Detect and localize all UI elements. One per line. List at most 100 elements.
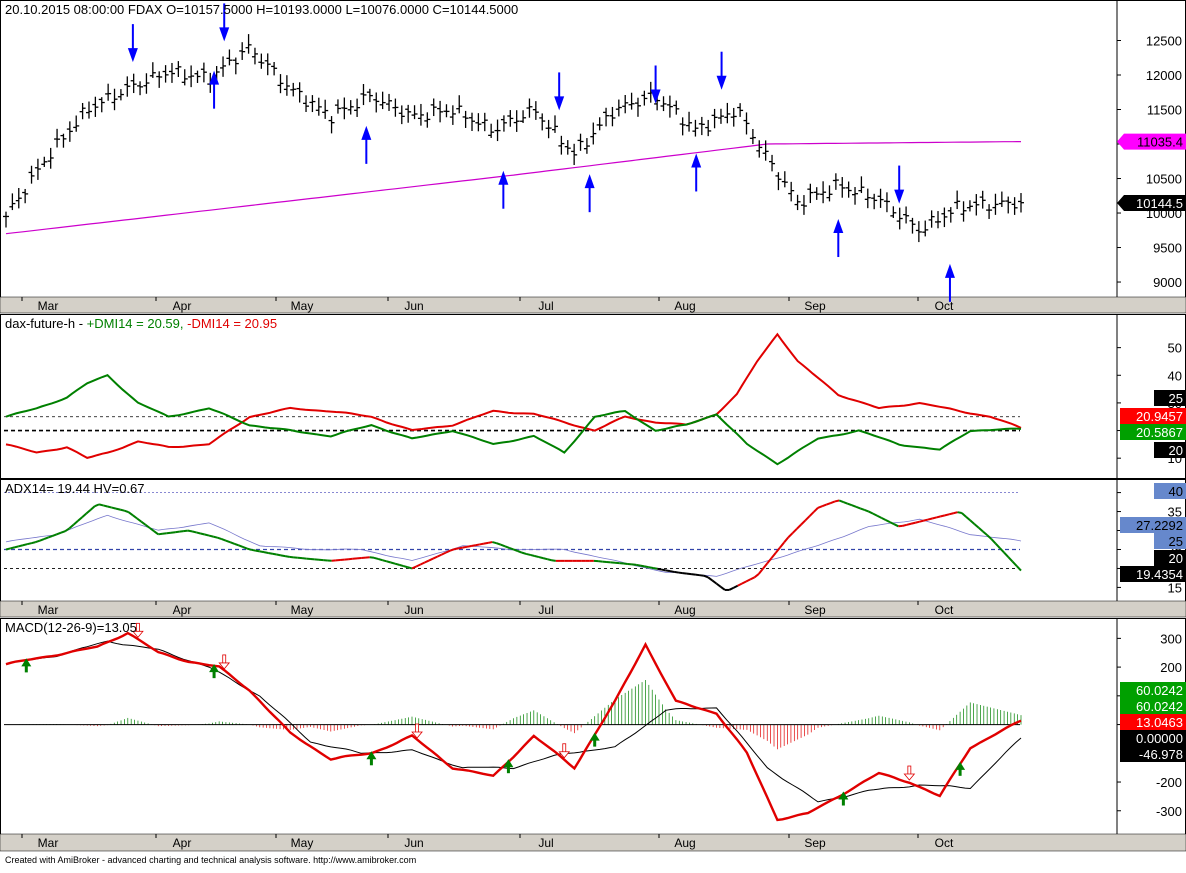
month-label-jul: Jul [538, 836, 553, 850]
last-value-label: 20.5867 [1120, 424, 1186, 440]
adx-line-segment [27, 543, 31, 544]
adx-line-segment [408, 567, 412, 568]
last-value-label: 20.9457 [1120, 408, 1186, 424]
adx-line-segment [928, 519, 932, 520]
adx-line-segment [120, 510, 124, 511]
adx-line-segment [454, 548, 458, 549]
adx-line-segment [370, 557, 374, 558]
adx-line-segment [171, 532, 175, 533]
adx-line-segment [217, 538, 221, 539]
adx-line-segment [459, 548, 463, 549]
adx-line-segment [378, 559, 382, 560]
month-label-sep: Sep [804, 836, 826, 850]
adx-line-segment [108, 506, 112, 507]
adx-line-segment [251, 550, 255, 551]
adx-line-segment [657, 569, 661, 570]
last-value-label: 13.0463 [1120, 714, 1186, 730]
month-label-mar: Mar [38, 603, 59, 617]
y-tick-label: 9500 [1153, 241, 1182, 256]
month-label-aug: Aug [674, 836, 695, 850]
adx-line-segment [387, 561, 391, 562]
month-label-mar: Mar [38, 836, 59, 850]
last-value-label: 25 [1154, 533, 1186, 549]
adx-line-segment [903, 525, 907, 526]
y-tick-label: 300 [1160, 631, 1182, 646]
adx-line-segment [915, 522, 919, 523]
adx-line-segment [124, 511, 128, 512]
adx-line-segment [695, 575, 699, 576]
last-value-label: 40 [1154, 483, 1186, 499]
adx-line-segment [475, 544, 479, 545]
adx-line-segment [175, 532, 179, 533]
adx-line-segment [543, 558, 547, 559]
adx-line-segment [653, 568, 657, 569]
adx-line-segment [272, 554, 276, 555]
adx-line-segment [953, 512, 957, 513]
adx-line-segment [213, 537, 217, 538]
adx-line-segment [835, 500, 839, 501]
adx-line-segment [666, 570, 670, 571]
y-tick-label: 12500 [1146, 34, 1182, 49]
adx-line-segment [31, 542, 35, 543]
adx-line-segment [281, 555, 285, 556]
month-label-oct: Oct [935, 836, 954, 850]
month-label-apr: Apr [173, 603, 192, 617]
adx-line-segment [932, 517, 936, 518]
dmi-pane-title: dax-future-h - +DMI14 = 20.59, -DMI14 = … [5, 316, 277, 331]
last-value-label: 11035.4 [1117, 134, 1186, 150]
adx-line-segment [192, 531, 196, 532]
adx-line-segment [450, 549, 454, 551]
adx-line-segment [112, 508, 116, 509]
adx-line-segment [162, 533, 166, 534]
adx-line-segment [920, 521, 924, 522]
last-value-label: 20 [1154, 442, 1186, 458]
label-text: 19.4354 [1136, 567, 1183, 582]
adx-line-segment [700, 575, 704, 576]
last-value-label: 20 [1154, 550, 1186, 566]
adx-line-segment [640, 566, 644, 567]
y-tick-label: -300 [1156, 804, 1182, 819]
adx-line-segment [467, 546, 471, 547]
adx-line-segment [683, 573, 687, 574]
last-value-label: 60.0242 [1120, 698, 1186, 714]
adx-line-segment [256, 551, 260, 552]
last-value-label: 25 [1154, 390, 1186, 406]
label-text: 60.0242 [1136, 699, 1183, 714]
adx-line-segment [196, 532, 200, 533]
adx-pane-title: ADX14= 19.44 HV=0.67 [5, 481, 145, 496]
pane-frame-3 [1, 480, 1186, 602]
adx-line-segment [691, 574, 695, 575]
y-tick-label: 9000 [1153, 275, 1182, 290]
adx-line-segment [945, 514, 949, 515]
label-text: 10144.5 [1136, 196, 1183, 211]
adx-line-segment [552, 560, 556, 561]
adx-line-segment [188, 531, 192, 532]
adx-line-segment [382, 560, 386, 561]
y-tick-label: 50 [1168, 341, 1182, 356]
label-text: 27.2292 [1136, 518, 1183, 533]
last-value-label: 10144.5 [1117, 195, 1186, 211]
label-text: 11035.4 [1137, 135, 1183, 150]
pane-frame-2 [1, 315, 1186, 479]
adx-line-segment [14, 546, 18, 547]
adx-line-segment [645, 566, 649, 567]
label-text: 25 [1169, 391, 1183, 406]
adx-line-segment [184, 531, 188, 532]
y-tick-label: 15 [1168, 580, 1182, 595]
adx-line-segment [674, 572, 678, 573]
adx-line-segment [471, 545, 475, 546]
adx-line-segment [678, 573, 682, 574]
adx-line-segment [158, 534, 162, 535]
month-label-aug: Aug [674, 299, 695, 313]
adx-line-segment [179, 531, 183, 532]
adx-line-segment [924, 520, 928, 521]
label-text: 40 [1169, 484, 1183, 499]
adx-line-segment [662, 570, 666, 571]
adx-line-segment [911, 523, 915, 524]
label-text: 20.5867 [1136, 425, 1183, 440]
adx-line-segment [167, 533, 171, 534]
last-value-label: 19.4354 [1120, 566, 1186, 582]
adx-line-segment [23, 544, 27, 545]
adx-line-segment [116, 509, 120, 510]
